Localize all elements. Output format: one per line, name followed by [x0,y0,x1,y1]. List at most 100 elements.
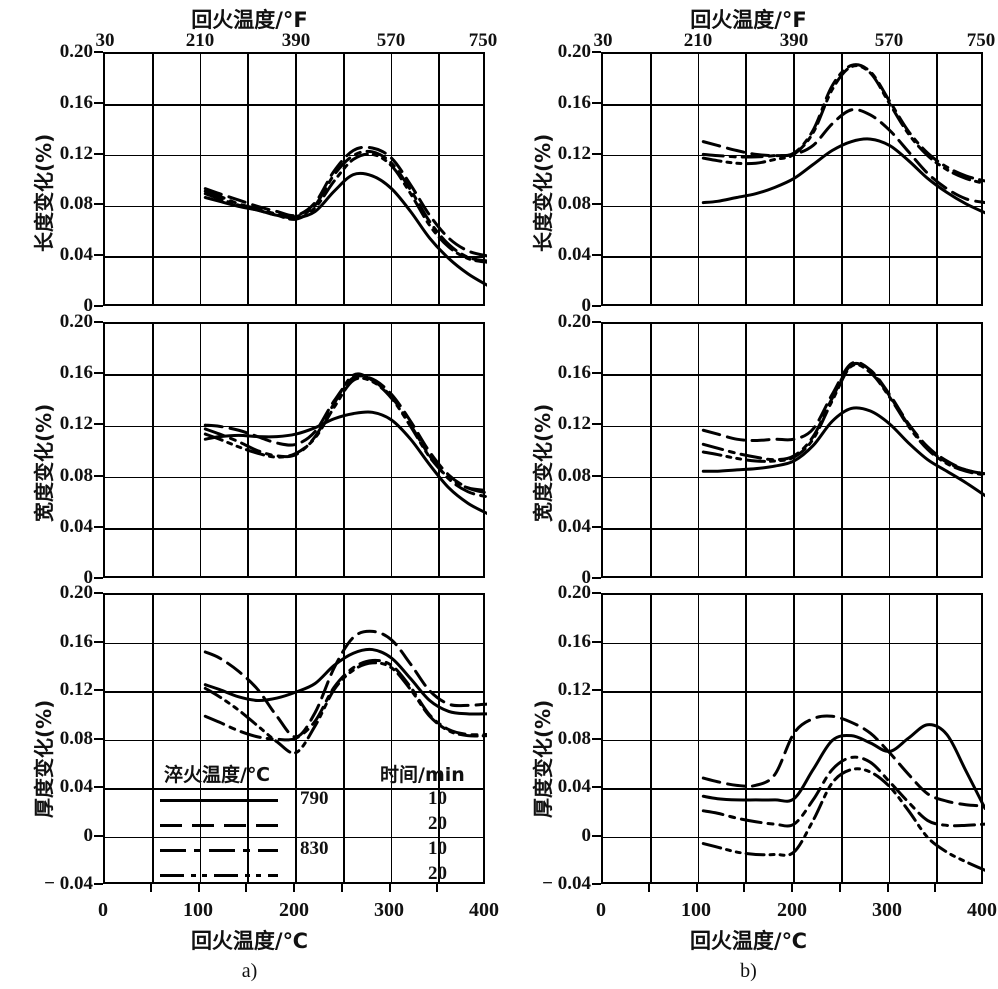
x-tick-b-2: 200 [777,899,807,921]
y-tick-mark [592,834,601,837]
y-tick-label: 0.12 [557,142,591,164]
gridline-horizontal [603,104,981,106]
gridline-horizontal [603,642,981,645]
legend-line-dashdotdot [160,874,278,877]
y-tick-mark [592,254,601,257]
y-tick-label: 0.20 [557,582,591,603]
gridline-horizontal [603,691,981,693]
y-tick-label: 0.04 [59,244,93,266]
gridline-horizontal [603,205,981,208]
legend-time-2: 10 [428,838,447,859]
gridline-horizontal [105,256,483,258]
y-tick-mark [592,101,601,104]
top-tick-row-a: 30 210 390 570 750 [0,30,499,52]
gridline-vertical [745,595,748,882]
legend-line-dashdot [160,849,278,852]
x-tick-a-0: 0 [98,899,108,921]
legend-line-dashed [160,824,278,827]
y-tick-mark [592,423,601,426]
y-tick-label: 0.04 [557,776,591,797]
gridline-vertical [840,54,843,304]
y-tick-label: − 0.04 [44,873,93,894]
gridline-vertical [199,54,202,304]
gridline-horizontal [105,642,483,645]
x-axis-title-a: 回火温度/℃ [190,929,309,953]
gridline-horizontal [603,528,981,530]
gridline-vertical [342,54,345,304]
subcaption-a: a) [241,960,258,982]
y-tick-mark [94,883,103,885]
gridline-vertical [199,324,202,576]
y-tick-label: 0.16 [557,630,591,652]
series-curve [203,661,487,755]
gridline-vertical [697,54,700,304]
series-curve [701,723,985,810]
y-tick-mark [94,474,103,477]
gridline-vertical [793,595,795,882]
y-tick-label: 0.08 [557,464,591,486]
y-tick-mark [592,525,601,528]
x-tick-mark [149,884,152,892]
y-tick-mark [592,883,601,885]
y-tick-label: 0 [581,824,592,846]
top-tick-a-4: 750 [468,30,498,51]
legend-row-2: 830 10 [160,838,480,860]
y-tick-label: 0.04 [59,515,93,537]
y-tick-label: 0.16 [557,91,591,113]
chart-curves [701,360,985,498]
gridline-vertical [745,54,748,304]
series-curve [203,410,487,515]
series-curve [203,145,487,258]
x-tick-mark [791,884,793,892]
y-tick-label: 0 [83,567,94,588]
x-tick-a-1: 100 [183,899,213,921]
y-tick-label: 0.04 [557,515,591,537]
y-tick-mark [94,640,103,643]
x-tick-b-4: 400 [967,899,997,921]
y-tick-mark [592,321,601,323]
top-axis-title-a: 回火温度/°F [191,8,308,32]
y-tick-mark [592,689,601,691]
y-tick-label: 0.16 [557,362,591,384]
gridline-vertical [438,324,441,576]
series-curve [203,376,487,492]
y-tick-mark [94,577,103,579]
legend-temp-header: 淬火温度/℃ [164,764,270,786]
y-tick-mark [592,51,601,53]
gridline-vertical [936,324,939,576]
gridline-horizontal [603,256,981,258]
y-tick-label: 0.16 [59,91,93,113]
gridline-vertical [151,324,154,576]
y-tick-mark [94,786,103,788]
gridline-horizontal [603,425,981,428]
y-tick-mark [592,640,601,643]
gridline-vertical [745,324,748,576]
x-tick-mark [838,884,841,892]
gridline-vertical [151,595,154,882]
top-tick-a-3: 570 [376,30,406,51]
series-curve [203,171,487,287]
gridline-vertical [438,54,441,304]
gridline-vertical [649,54,652,304]
y-tick-label: 0.08 [557,193,591,215]
legend-time-3: 20 [428,863,447,884]
gridline-vertical [247,595,250,882]
series-curve [203,647,487,716]
y-tick-mark [94,51,103,53]
series-curve [701,755,985,828]
y-tick-label: 0.08 [557,727,591,749]
y-tick-label: 0.12 [557,413,591,435]
series-curve [701,63,985,183]
gridline-vertical [295,54,297,304]
y-tick-label: 0.20 [59,41,93,62]
y-tick-label: 0 [83,824,94,846]
y-tick-mark [94,592,103,594]
x-tick-mark [695,884,698,892]
gridline-horizontal [105,374,483,376]
y-tick-mark [94,372,103,375]
y-tick-mark [592,305,601,307]
chart-curves [701,714,985,872]
y-tick-label: 0.12 [557,679,591,700]
y-tick-label: 0.16 [59,630,93,652]
y-tick-label: 0.20 [59,311,93,332]
